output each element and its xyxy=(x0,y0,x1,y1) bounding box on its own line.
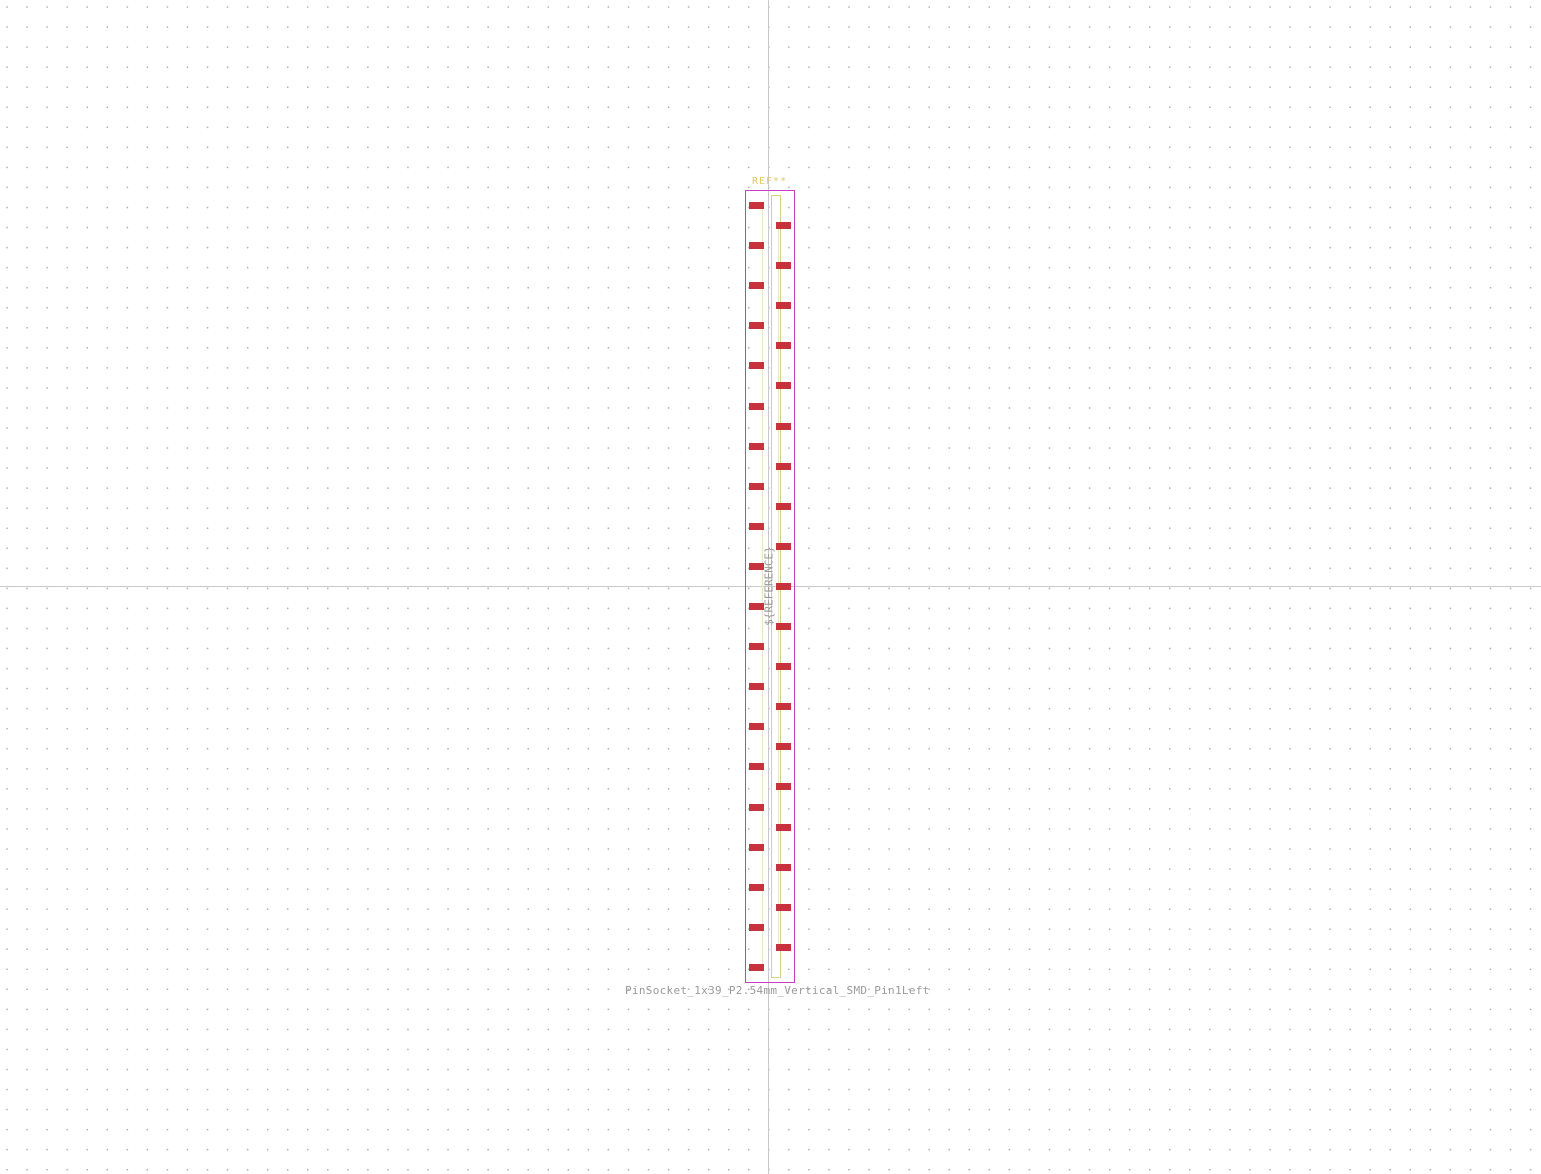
pad-left-9[interactable] xyxy=(749,523,764,530)
pad-left-4[interactable] xyxy=(749,322,764,329)
pad-right-1[interactable] xyxy=(776,222,791,229)
pad-right-12[interactable] xyxy=(776,663,791,670)
pad-left-18[interactable] xyxy=(749,884,764,891)
pad-right-16[interactable] xyxy=(776,824,791,831)
courtyard-outline[interactable] xyxy=(745,190,795,983)
footprint-name-label[interactable]: PinSocket_1x39_P2.54mm_Vertical_SMD_Pin1… xyxy=(625,984,930,997)
silkscreen-line-left xyxy=(762,205,763,970)
pad-right-8[interactable] xyxy=(776,503,791,510)
pad-right-6[interactable] xyxy=(776,423,791,430)
pad-right-5[interactable] xyxy=(776,382,791,389)
pad-left-15[interactable] xyxy=(749,763,764,770)
pad-right-11[interactable] xyxy=(776,623,791,630)
pad-right-17[interactable] xyxy=(776,864,791,871)
pad-right-9[interactable] xyxy=(776,543,791,550)
pad-right-10[interactable] xyxy=(776,583,791,590)
pad-left-14[interactable] xyxy=(749,723,764,730)
pad-left-12[interactable] xyxy=(749,643,764,650)
pad-right-3[interactable] xyxy=(776,302,791,309)
pad-left-8[interactable] xyxy=(749,483,764,490)
y-axis-line xyxy=(768,0,769,1174)
pad-left-19[interactable] xyxy=(749,924,764,931)
pad-left-17[interactable] xyxy=(749,844,764,851)
x-axis-line xyxy=(0,586,1541,587)
pad-right-14[interactable] xyxy=(776,743,791,750)
pad-left-2[interactable] xyxy=(749,242,764,249)
pad-left-1[interactable] xyxy=(749,202,764,209)
pad-right-15[interactable] xyxy=(776,783,791,790)
pad-left-16[interactable] xyxy=(749,804,764,811)
pad-right-2[interactable] xyxy=(776,262,791,269)
pad-right-19[interactable] xyxy=(776,944,791,951)
pad-right-4[interactable] xyxy=(776,342,791,349)
pad-left-5[interactable] xyxy=(749,362,764,369)
pad-left-6[interactable] xyxy=(749,403,764,410)
pad-left-7[interactable] xyxy=(749,443,764,450)
pad-left-20[interactable] xyxy=(749,964,764,971)
pad-left-11[interactable] xyxy=(749,603,764,610)
pad-left-13[interactable] xyxy=(749,683,764,690)
pad-left-10[interactable] xyxy=(749,563,764,570)
pad-right-13[interactable] xyxy=(776,703,791,710)
reference-label-center[interactable]: ${REFERENCE} xyxy=(762,546,776,626)
pad-right-7[interactable] xyxy=(776,463,791,470)
pad-left-3[interactable] xyxy=(749,282,764,289)
pad-right-18[interactable] xyxy=(776,904,791,911)
reference-label-top[interactable]: REF** xyxy=(752,176,788,187)
